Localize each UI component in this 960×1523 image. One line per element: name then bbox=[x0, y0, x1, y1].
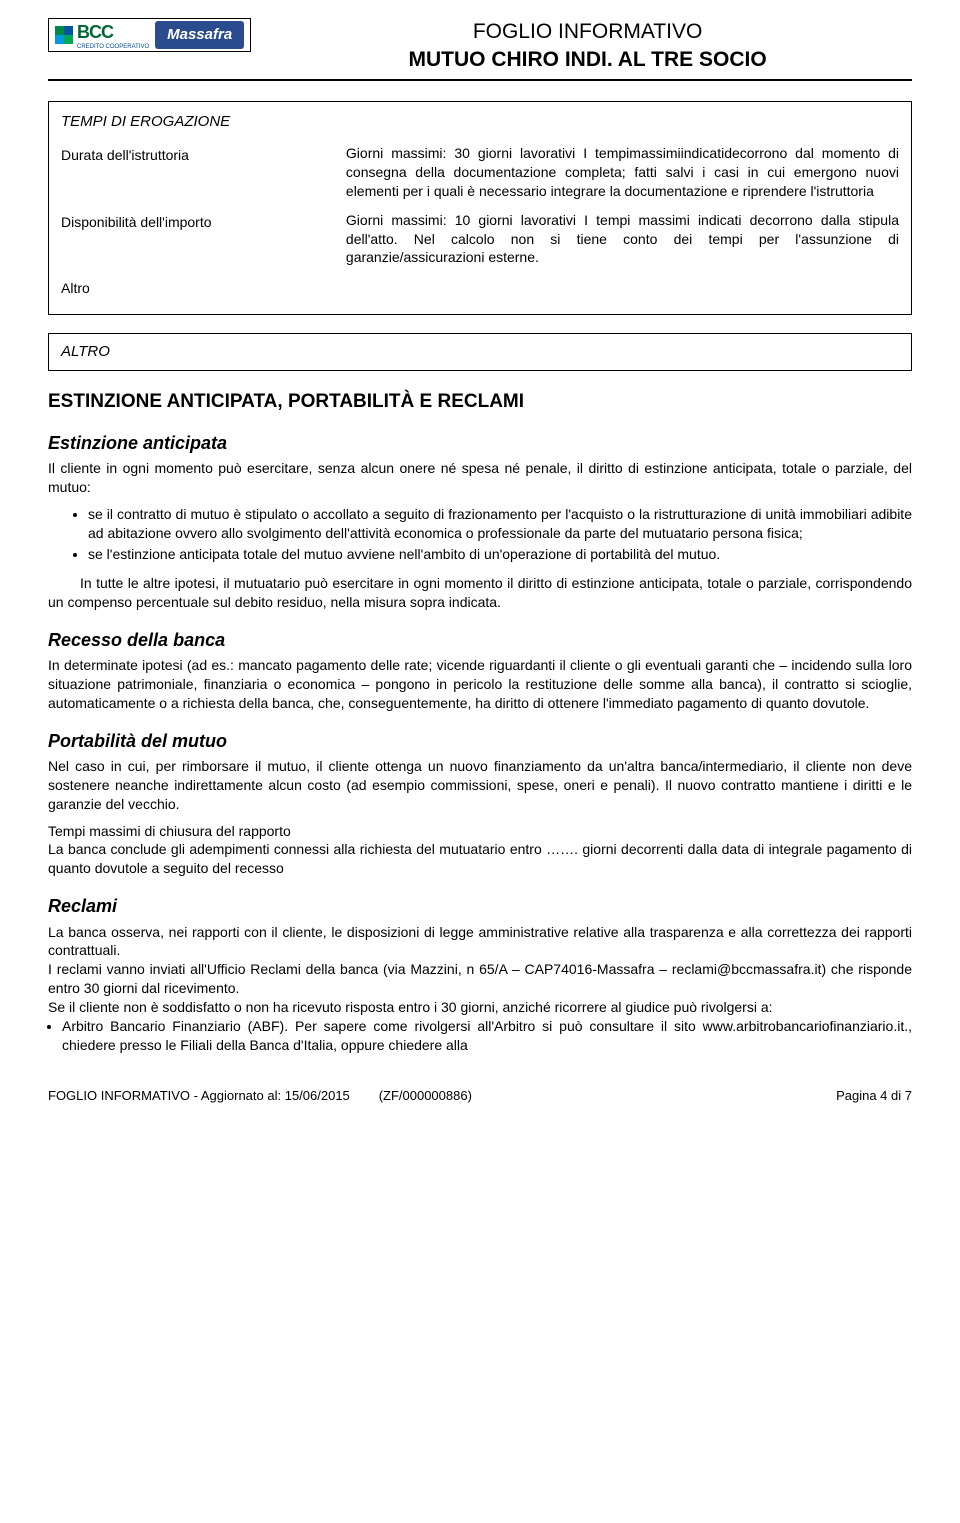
portabilita-p2a: Tempi massimi di chiusura del rapporto bbox=[48, 822, 912, 841]
page-header: BCC CREDITO COOPERATIVO Massafra FOGLIO … bbox=[48, 18, 912, 75]
estinzione-heading: ESTINZIONE ANTICIPATA, PORTABILITÀ E REC… bbox=[48, 389, 912, 415]
logo-container: BCC CREDITO COOPERATIVO Massafra bbox=[48, 18, 251, 52]
tempi-title: TEMPI DI EROGAZIONE bbox=[61, 112, 899, 132]
reclami-bullets: Arbitro Bancario Finanziario (ABF). Per … bbox=[48, 1017, 912, 1055]
reclami-p1: La banca osserva, nei rapporti con il cl… bbox=[48, 923, 912, 961]
reclami-p3: Se il cliente non è soddisfatto o non ha… bbox=[48, 998, 912, 1017]
recesso-h3: Recesso della banca bbox=[48, 628, 912, 652]
row-altro: Altro bbox=[61, 277, 899, 298]
estinzione-bullet-2: se l'estinzione anticipata totale del mu… bbox=[88, 545, 912, 564]
header-divider bbox=[48, 79, 912, 81]
portabilita-p1: Nel caso in cui, per rimborsare il mutuo… bbox=[48, 757, 912, 814]
row-durata-text: Giorni massimi: 30 giorni lavorativi I t… bbox=[346, 144, 899, 201]
reclami-bullet: Arbitro Bancario Finanziario (ABF). Per … bbox=[62, 1017, 912, 1055]
estinzione-bullets: se il contratto di mutuo è stipulato o a… bbox=[48, 505, 912, 564]
row-disponibilita-label: Disponibilità dell'importo bbox=[61, 211, 346, 232]
altro-box: ALTRO bbox=[48, 333, 912, 371]
row-durata-label: Durata dell'istruttoria bbox=[61, 144, 346, 165]
estinzione-bullet-1: se il contratto di mutuo è stipulato o a… bbox=[88, 505, 912, 543]
bcc-logo: BCC CREDITO COOPERATIVO bbox=[55, 20, 149, 50]
footer-mid-text: (ZF/000000886) bbox=[379, 1088, 472, 1103]
reclami-h3: Reclami bbox=[48, 894, 912, 918]
footer-left: FOGLIO INFORMATIVO - Aggiornato al: 15/0… bbox=[48, 1087, 472, 1105]
brand-badge: Massafra bbox=[155, 21, 244, 49]
footer-left-text: FOGLIO INFORMATIVO - Aggiornato al: 15/0… bbox=[48, 1088, 350, 1103]
portabilita-h3: Portabilità del mutuo bbox=[48, 729, 912, 753]
page-footer: FOGLIO INFORMATIVO - Aggiornato al: 15/0… bbox=[48, 1087, 912, 1105]
bcc-icon bbox=[55, 26, 73, 44]
estinzione-closing: In tutte le altre ipotesi, il mutuatario… bbox=[48, 574, 912, 612]
portabilita-p2b: La banca conclude gli adempimenti connes… bbox=[48, 840, 912, 878]
row-altro-label: Altro bbox=[61, 277, 346, 298]
estinzione-h3: Estinzione anticipata bbox=[48, 431, 912, 455]
logo-text: BCC bbox=[77, 20, 149, 44]
tempi-erogazione-box: TEMPI DI EROGAZIONE Durata dell'istrutto… bbox=[48, 101, 912, 315]
doc-titles: FOGLIO INFORMATIVO MUTUO CHIRO INDI. AL … bbox=[263, 18, 912, 75]
recesso-text: In determinate ipotesi (ad es.: mancato … bbox=[48, 656, 912, 713]
row-disponibilita-text: Giorni massimi: 10 giorni lavorativi I t… bbox=[346, 211, 899, 268]
row-durata: Durata dell'istruttoria Giorni massimi: … bbox=[61, 144, 899, 201]
footer-page: Pagina 4 di 7 bbox=[836, 1087, 912, 1105]
altro-label: ALTRO bbox=[61, 342, 899, 362]
estinzione-intro: Il cliente in ogni momento può esercitar… bbox=[48, 459, 912, 497]
doc-title-1: FOGLIO INFORMATIVO bbox=[263, 18, 912, 46]
row-disponibilita: Disponibilità dell'importo Giorni massim… bbox=[61, 211, 899, 268]
reclami-p2: I reclami vanno inviati all'Ufficio Recl… bbox=[48, 960, 912, 998]
logo-subtext: CREDITO COOPERATIVO bbox=[77, 44, 149, 50]
doc-title-2: MUTUO CHIRO INDI. AL TRE SOCIO bbox=[263, 46, 912, 74]
